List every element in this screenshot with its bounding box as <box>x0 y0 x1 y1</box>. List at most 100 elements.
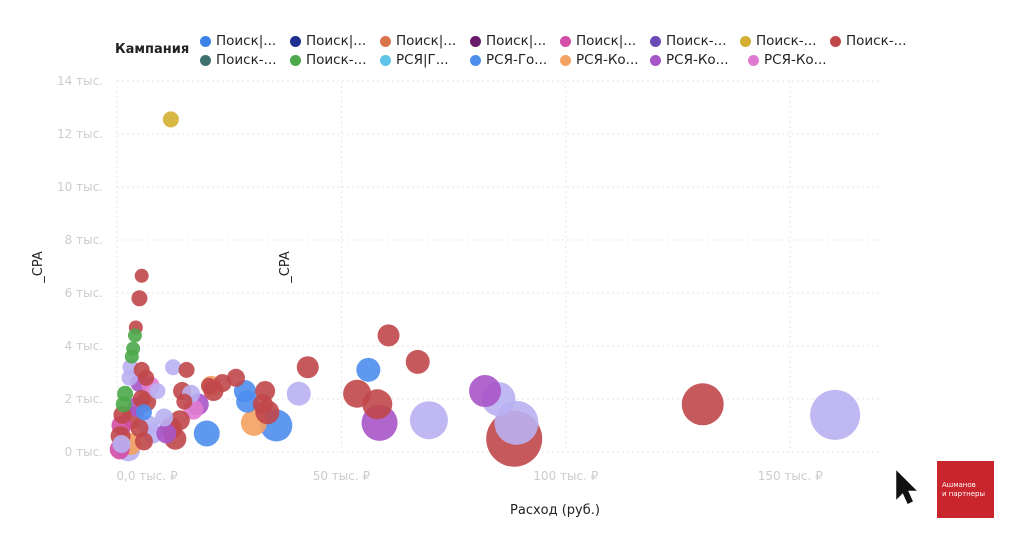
legend-swatch <box>380 35 391 47</box>
data-point <box>135 404 152 421</box>
x-tick-label: 100 тыс. ₽ <box>533 469 598 483</box>
data-point <box>296 356 319 379</box>
data-point <box>132 390 151 408</box>
data-point <box>213 374 232 393</box>
mouse-pointer-icon <box>896 470 917 505</box>
data-point <box>286 381 311 406</box>
data-point <box>405 349 430 374</box>
inner-y-label: _CPA <box>278 251 293 284</box>
legend-swatch <box>290 54 301 66</box>
data-point <box>810 389 861 440</box>
legend-swatch <box>560 54 571 66</box>
legend-item[interactable]: Поиск|... <box>560 33 636 49</box>
legend-swatch <box>830 35 841 47</box>
data-point <box>178 361 195 378</box>
legend-item[interactable]: Поиск|... <box>290 33 366 49</box>
legend-item[interactable]: РСЯ|Г... <box>380 52 449 68</box>
legend-label: Поиск-... <box>846 33 907 49</box>
legend-swatch <box>650 35 661 47</box>
x-tick-label: 50 тыс. ₽ <box>313 469 371 483</box>
data-point <box>121 369 138 386</box>
legend-item[interactable]: Поиск|... <box>380 33 456 49</box>
legend-label: Поиск|... <box>216 33 277 49</box>
y-tick-label: 2 тыс. <box>65 392 103 406</box>
data-point <box>343 379 372 408</box>
legend-item[interactable]: РСЯ-Ко... <box>748 52 827 68</box>
legend-label: Поиск-... <box>756 33 817 49</box>
data-point <box>149 383 166 400</box>
data-point <box>169 410 190 431</box>
data-point <box>236 390 259 413</box>
legend-label: Поиск|... <box>306 33 367 49</box>
legend-swatch <box>380 54 391 66</box>
data-point <box>115 396 132 413</box>
x-tick-label: 150 тыс. ₽ <box>758 469 823 483</box>
x-axis-label: Расход (руб.) <box>510 503 600 518</box>
data-point <box>356 357 381 382</box>
data-point <box>127 328 142 343</box>
data-point <box>252 394 273 415</box>
data-point <box>226 368 245 387</box>
data-point <box>155 408 174 427</box>
legend-swatch <box>470 54 481 66</box>
legend-item[interactable]: Поиск-... <box>200 52 277 68</box>
data-point <box>469 375 502 408</box>
y-tick-label: 4 тыс. <box>65 339 103 353</box>
data-point <box>176 393 193 410</box>
y-axis-label: _CPA <box>31 251 46 284</box>
legend-item[interactable]: Поиск|... <box>470 33 546 49</box>
data-point <box>165 359 182 376</box>
data-point <box>124 349 139 364</box>
y-tick-label: 12 тыс. <box>57 127 103 141</box>
legend-swatch <box>650 54 661 66</box>
y-tick-label: 14 тыс. <box>57 74 103 88</box>
legend-label: РСЯ-Ко... <box>764 52 827 68</box>
legend-label: Поиск-... <box>216 52 277 68</box>
data-point <box>134 268 149 283</box>
brand-logo: Ашманов и партнеры <box>937 461 994 518</box>
legend-label: РСЯ-Ко... <box>576 52 639 68</box>
legend-label: РСЯ-Го... <box>486 52 548 68</box>
legend-swatch <box>740 35 751 47</box>
legend-item[interactable]: Поиск-... <box>740 33 817 49</box>
legend-item[interactable]: РСЯ-Ко... <box>650 52 729 68</box>
data-point <box>138 369 155 386</box>
data-point <box>131 290 148 307</box>
data-point <box>134 432 153 451</box>
y-tick-label: 0 тыс. <box>65 445 103 459</box>
legend-item[interactable]: Поиск-... <box>650 33 727 49</box>
data-point <box>193 420 220 447</box>
data-point <box>112 435 131 454</box>
y-tick-label: 10 тыс. <box>57 180 103 194</box>
logo-line-1: Ашманов <box>942 480 976 489</box>
data-point <box>162 111 179 128</box>
legend-title: Кампания <box>115 42 190 57</box>
y-tick-label: 8 тыс. <box>65 233 103 247</box>
legend-swatch <box>470 35 481 47</box>
data-point <box>377 324 400 347</box>
data-point <box>156 423 177 444</box>
y-tick-label: 6 тыс. <box>65 286 103 300</box>
legend-label: Поиск|... <box>486 33 547 49</box>
legend-swatch <box>560 35 571 47</box>
legend-swatch <box>200 35 211 47</box>
legend-label: Поиск-... <box>666 33 727 49</box>
x-tick-label: 0,0 тыс. ₽ <box>116 469 178 483</box>
legend-item[interactable]: Поиск-... <box>290 52 367 68</box>
legend-swatch <box>748 54 759 66</box>
legend-item[interactable]: РСЯ-Ко... <box>560 52 639 68</box>
legend-item[interactable]: РСЯ-Го... <box>470 52 547 68</box>
data-point <box>201 377 218 394</box>
legend-label: Поиск|... <box>576 33 637 49</box>
legend-swatch <box>290 35 301 47</box>
legend-label: Поиск|... <box>396 33 457 49</box>
legend-label: РСЯ-Ко... <box>666 52 729 68</box>
legend-label: Поиск-... <box>306 52 367 68</box>
legend-item[interactable]: Поиск|... <box>200 33 276 49</box>
data-point <box>681 383 724 426</box>
legend-label: РСЯ|Г... <box>396 52 449 68</box>
logo-line-2: и партнеры <box>942 489 986 498</box>
legend-item[interactable]: Поиск-... <box>830 33 907 49</box>
data-point <box>409 401 448 440</box>
